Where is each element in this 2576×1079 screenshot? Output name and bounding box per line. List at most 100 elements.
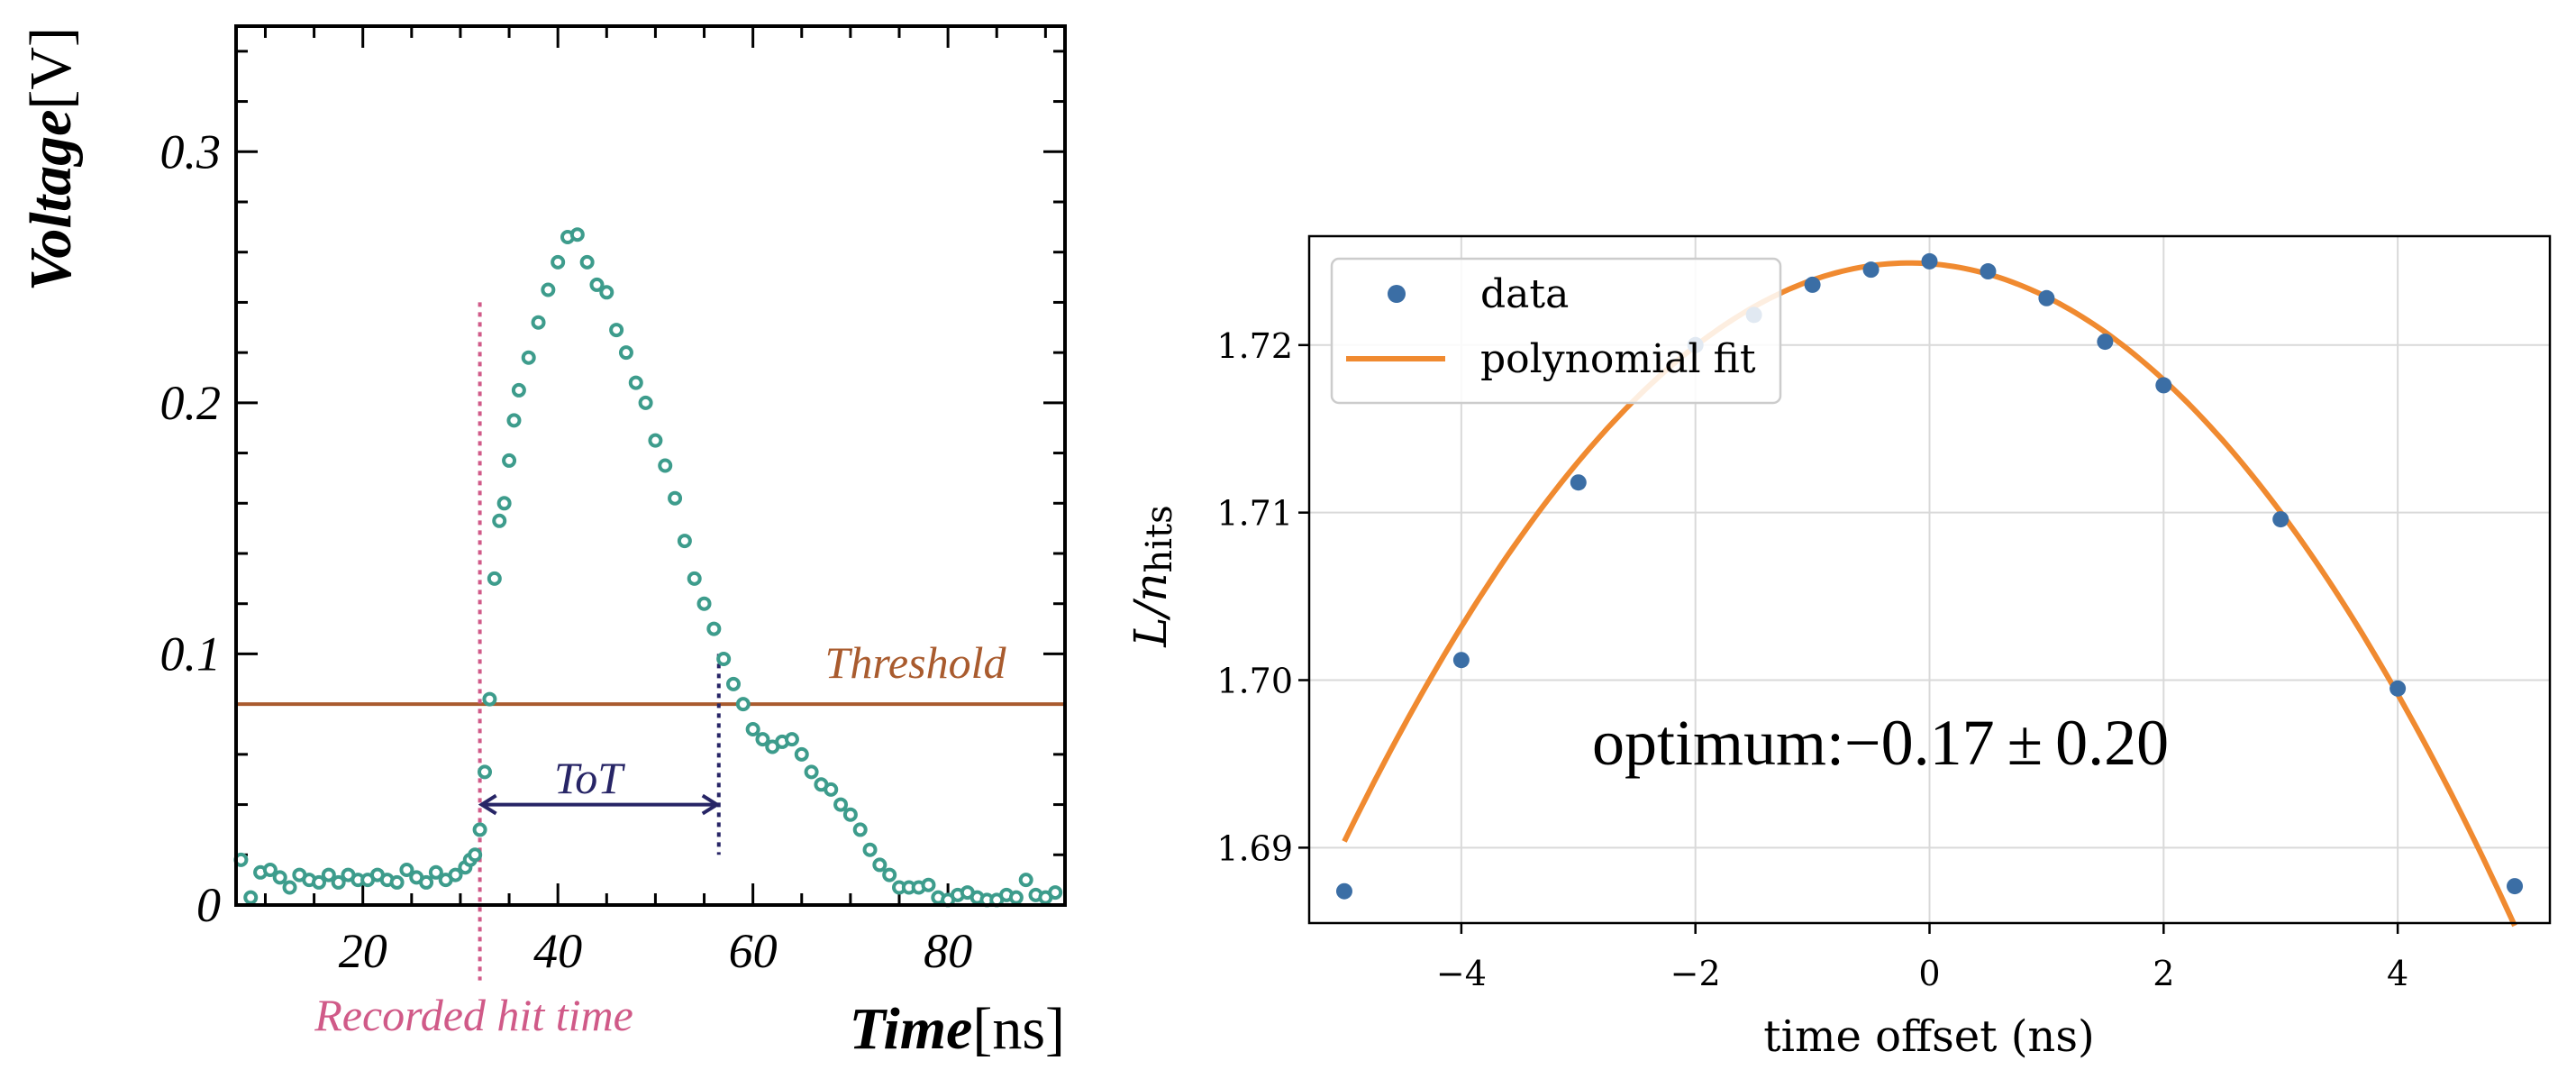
waveform-point — [726, 676, 741, 691]
x-tick-label: 0 — [1918, 954, 1940, 993]
tot-label: ToT — [554, 753, 625, 803]
threshold-label: Threshold — [825, 637, 1007, 688]
waveform-point — [589, 277, 605, 292]
likelihood-data-points — [1335, 252, 2524, 900]
waveform-axes-frame — [234, 24, 1067, 907]
waveform-point — [824, 782, 839, 797]
x-tick-label: −4 — [1436, 954, 1487, 993]
waveform-point — [872, 857, 887, 873]
likelihood-data-point — [1980, 263, 1997, 280]
waveform-point — [677, 534, 692, 549]
waveform-point — [804, 764, 819, 780]
waveform-point — [243, 890, 259, 905]
x-tick-label: 60 — [729, 924, 778, 978]
waveform-point — [1018, 873, 1033, 888]
waveform-point — [745, 722, 760, 736]
waveform-point — [511, 382, 526, 398]
waveform-point — [833, 797, 849, 812]
waveform-point — [541, 282, 556, 297]
waveform-point — [921, 877, 936, 892]
waveform-point — [389, 874, 405, 890]
waveform-point — [696, 596, 712, 611]
tot-arrow-head-right — [701, 793, 721, 816]
likelihood-data-point — [1335, 882, 1352, 900]
waveform-point — [478, 764, 492, 780]
x-tick-label: 40 — [533, 924, 582, 978]
likelihood-data-point — [1570, 474, 1587, 491]
legend-data-label: data — [1480, 271, 1569, 317]
waveform-point — [482, 691, 497, 707]
y-tick-label: 1.69 — [1216, 828, 1293, 868]
y-tick-label: 0.2 — [160, 376, 222, 430]
waveform-point — [282, 880, 297, 895]
waveform-chart: 20 40 60 80 0 0.1 0.2 0.3 Threshold ToT Recorde… — [18, 24, 1067, 1062]
y-axis-label-italic: Voltage — [18, 110, 84, 292]
waveform-tick-labels: 20 40 60 80 0 0.1 0.2 0.3 — [160, 124, 973, 978]
waveform-point — [521, 350, 536, 365]
waveform-point — [716, 652, 732, 666]
waveform-point — [852, 822, 868, 837]
optimum-prefix: optimum: — [1592, 707, 1844, 779]
waveform-points — [233, 227, 1063, 908]
waveform-point — [321, 867, 336, 882]
likelihood-data-point — [2389, 680, 2407, 697]
waveform-point — [658, 458, 673, 473]
y-label-main: L/n — [1124, 572, 1177, 647]
waveform-point — [312, 874, 326, 890]
likelihood-data-point — [2097, 334, 2114, 351]
x-axis-label-italic: Time — [850, 996, 973, 1062]
tot-arrow-head-left — [478, 793, 497, 816]
waveform-point — [579, 254, 595, 270]
waveform-point — [784, 732, 799, 747]
y-tick-label: 1.70 — [1216, 662, 1293, 701]
waveform-point — [862, 842, 878, 857]
waveform-point — [687, 571, 702, 586]
waveform-point — [551, 254, 566, 270]
waveform-point — [468, 847, 483, 863]
optimum-annotation: optimum:−0.17 ±0.20 — [1592, 707, 2169, 779]
y-label-sub: hits — [1139, 505, 1180, 572]
y-tick-label: 1.72 — [1216, 326, 1293, 366]
y-tick-label: 0.3 — [160, 124, 222, 178]
waveform-point — [668, 490, 683, 506]
waveform-point — [638, 395, 653, 410]
likelihood-y-axis-label: L/nhits — [1124, 505, 1180, 647]
waveform-point — [1008, 890, 1024, 905]
y-tick-label: 1.71 — [1216, 494, 1293, 534]
waveform-point — [487, 571, 502, 586]
waveform-point — [419, 874, 434, 890]
likelihood-chart: −4 −2 0 2 4 1.69 1.70 1.71 1.72 data polynomial … — [1124, 234, 2552, 1062]
x-tick-label: 80 — [924, 924, 972, 978]
x-tick-label: −2 — [1670, 954, 1721, 993]
waveform-point — [399, 863, 414, 877]
tot-arrow — [478, 793, 721, 816]
waveform-point — [428, 864, 443, 880]
optimum-value: −0.17 — [1844, 707, 1995, 779]
waveform-point — [448, 867, 463, 882]
waveform-point — [272, 870, 287, 885]
waveform-point — [1048, 885, 1063, 901]
waveform-point — [735, 697, 751, 712]
legend-data-marker — [1388, 285, 1406, 303]
likelihood-data-point — [1804, 276, 1821, 293]
hit-time-label: Recorded hit time — [314, 990, 633, 1040]
waveform-point — [569, 227, 585, 242]
waveform-y-axis-label: Voltage[V] — [18, 27, 84, 291]
likelihood-data-point — [2507, 878, 2524, 895]
waveform-point — [706, 621, 722, 636]
waveform-point — [262, 863, 278, 877]
waveform-point — [882, 867, 897, 882]
x-tick-label: 4 — [2387, 954, 2408, 993]
waveform-point — [531, 315, 546, 330]
likelihood-data-point — [2155, 377, 2172, 394]
y-axis-label-unit: [V] — [18, 27, 84, 110]
x-tick-label: 2 — [2153, 954, 2174, 993]
likelihood-x-axis-label: time offset (ns) — [1763, 1011, 2094, 1062]
waveform-point — [628, 375, 643, 390]
waveform-ticks — [236, 26, 1065, 907]
waveform-point — [794, 746, 809, 762]
likelihood-data-point — [1921, 252, 1938, 270]
optimum-error: 0.20 — [2055, 707, 2169, 779]
likelihood-data-point — [1452, 652, 1470, 669]
